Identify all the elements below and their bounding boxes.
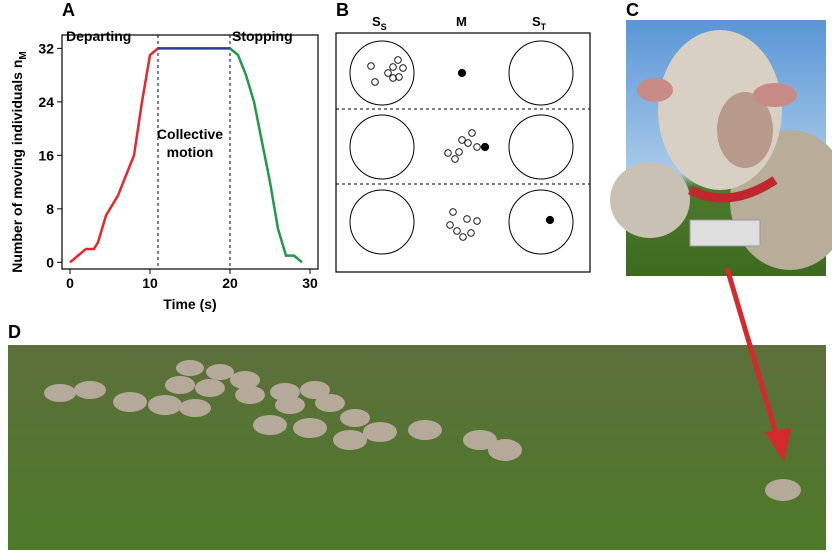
annotation: Departing xyxy=(66,27,131,45)
x-tick-label: 0 xyxy=(66,275,74,291)
x-axis-label: Time (s) xyxy=(163,296,216,312)
chart-a: 0 10 20 30 0 8 16 24 32 Time (s) Number of moving … xyxy=(9,35,318,312)
label-sub: T xyxy=(541,22,547,32)
diagram-b xyxy=(336,33,590,272)
x-tick-label: 20 xyxy=(222,275,238,291)
photo-c xyxy=(610,20,832,276)
column-label: ST xyxy=(532,14,547,32)
y-tick-label: 32 xyxy=(38,40,54,56)
diagram-frame xyxy=(336,33,590,272)
panel-letter: B xyxy=(336,0,349,20)
panel-letter: D xyxy=(8,322,21,342)
column-label: SS xyxy=(372,14,387,32)
zone xyxy=(350,115,414,179)
individual xyxy=(546,216,553,223)
figure: A B C D 0 10 20 30 0 8 16 24 32 Time (s) Number of… xyxy=(0,0,832,556)
label-sub: S xyxy=(381,22,387,32)
individual xyxy=(481,143,488,150)
photo-d xyxy=(8,345,826,550)
column-label: M xyxy=(456,14,467,29)
y-tick-label: 8 xyxy=(46,201,54,217)
y-axis-label: Number of moving individuals nM xyxy=(9,51,29,272)
individuals xyxy=(368,57,481,241)
y-tick-label: 16 xyxy=(38,147,54,163)
annotation: Stopping xyxy=(232,27,293,45)
y-tick-label: 0 xyxy=(46,254,54,270)
zone xyxy=(509,41,573,105)
annotation: Collective motion xyxy=(140,125,240,161)
zone xyxy=(350,41,414,105)
zone xyxy=(509,190,573,254)
zone xyxy=(509,115,573,179)
y-axis-label-main: Number of moving individuals n xyxy=(9,60,25,273)
individual xyxy=(458,69,465,76)
y-axis-label-sub: M xyxy=(18,51,29,59)
label: S xyxy=(372,14,381,29)
y-tick-label: 24 xyxy=(38,94,54,110)
line xyxy=(230,48,302,262)
label: S xyxy=(532,14,541,29)
zone xyxy=(350,190,414,254)
panel-letter: C xyxy=(626,0,639,20)
panel-letter: A xyxy=(62,0,75,20)
x-tick-label: 10 xyxy=(142,275,158,291)
page: {"panels": ["A", "B", "C", "D"], "chart_… xyxy=(0,0,832,556)
x-tick-label: 30 xyxy=(302,275,318,291)
